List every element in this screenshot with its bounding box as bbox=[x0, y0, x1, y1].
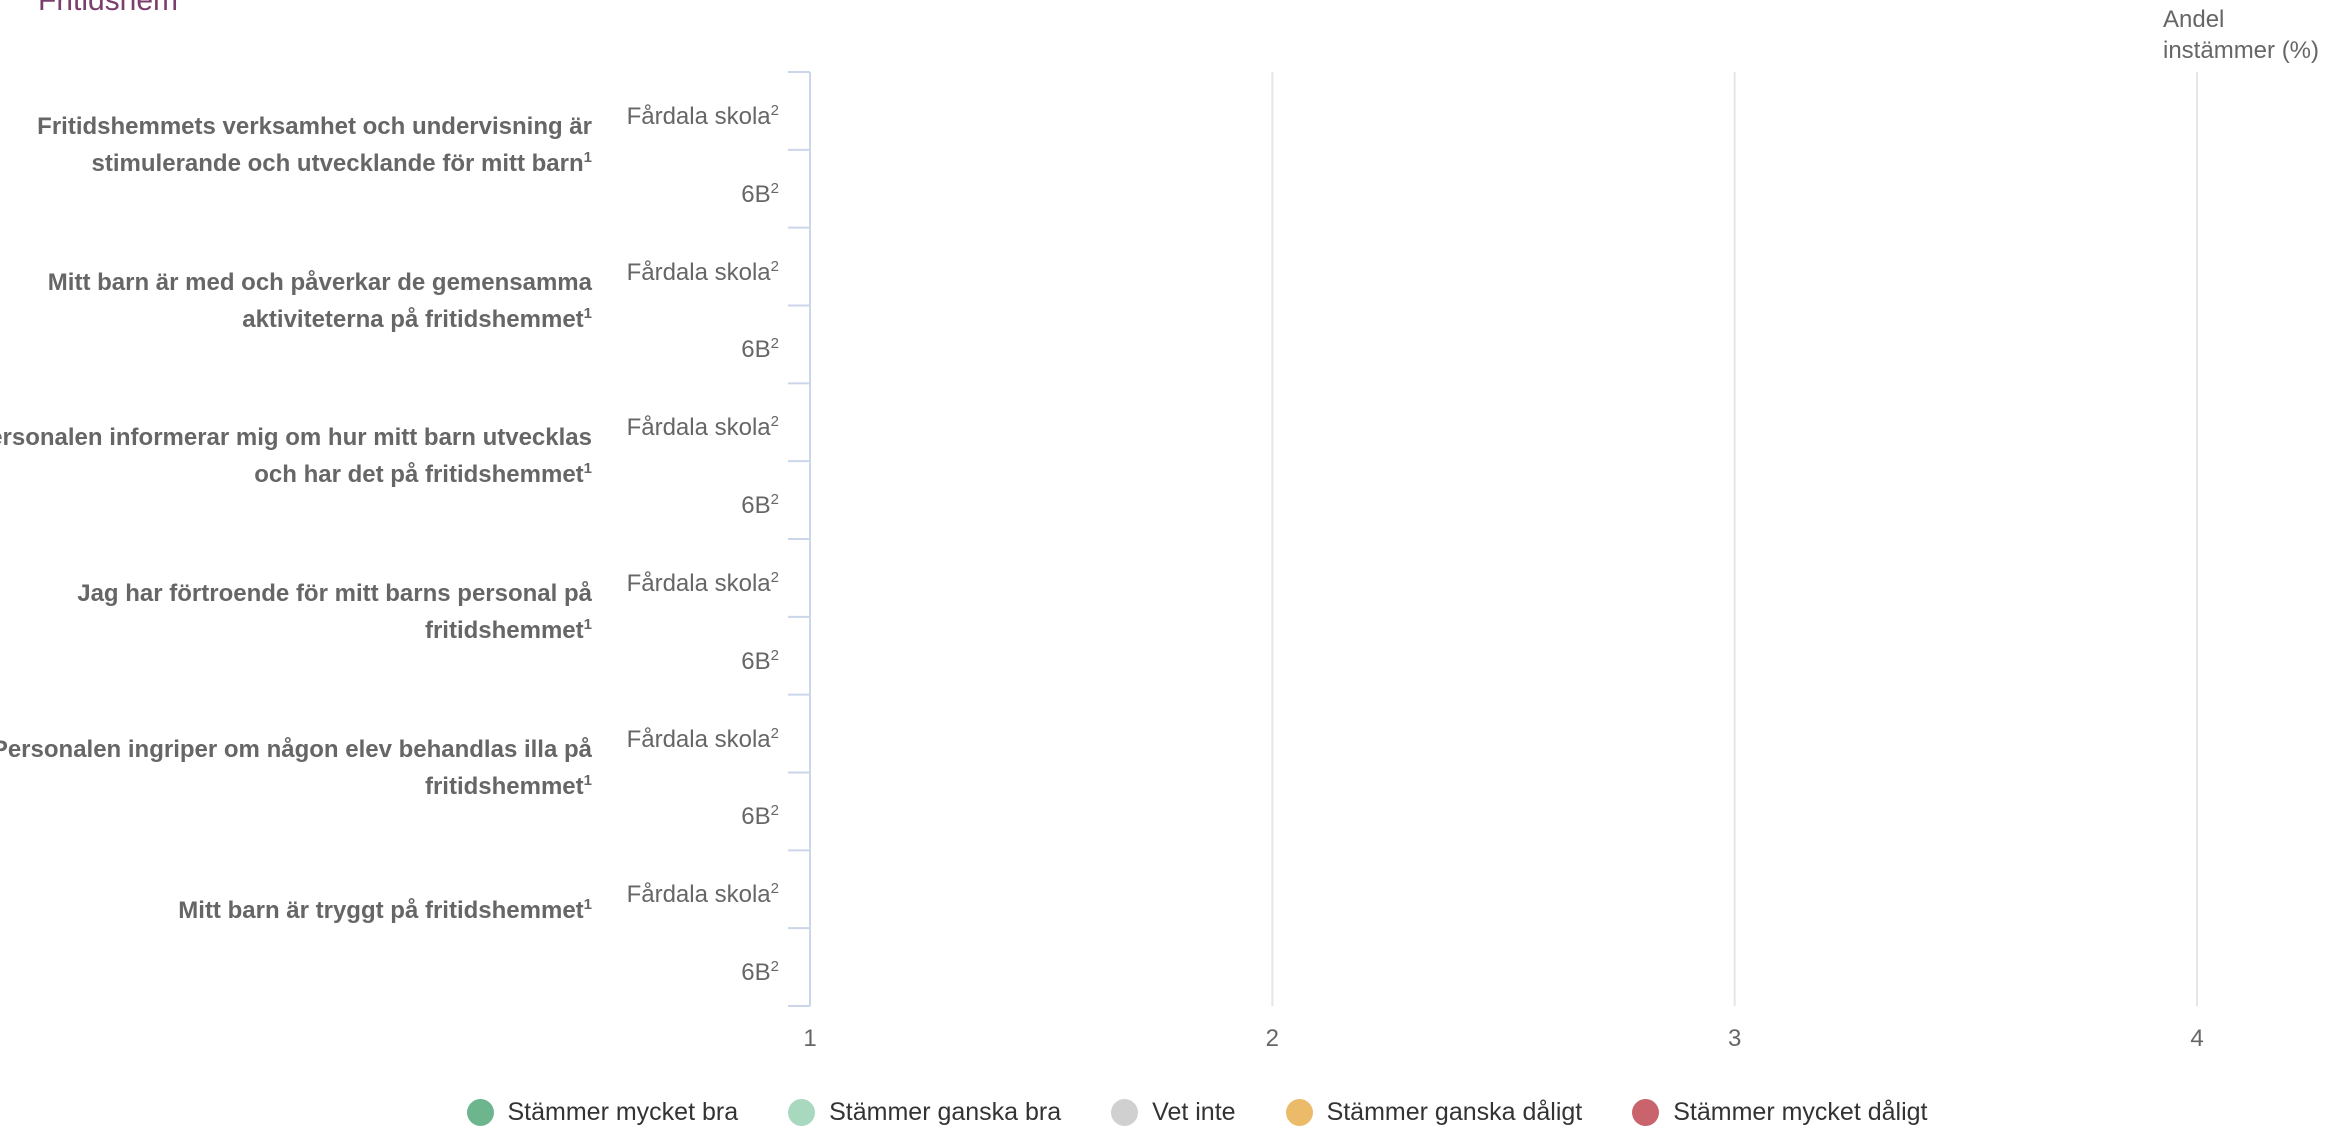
group-label: 6B2 bbox=[741, 486, 779, 520]
x-tick-label: 2 bbox=[1265, 1025, 1279, 1052]
legend-label: Stämmer mycket dåligt bbox=[1673, 1097, 1928, 1126]
group-label: 6B2 bbox=[741, 953, 779, 987]
question-text: Fritidshemmets verksamhet och undervisni… bbox=[37, 113, 592, 178]
question-label: Mitt barn är med och påverkar de gemensa… bbox=[0, 267, 592, 335]
group-name: Fårdala skola bbox=[626, 569, 771, 597]
legend-marker bbox=[1632, 1098, 1660, 1126]
legend-marker bbox=[1285, 1098, 1313, 1126]
question-footnote: 1 bbox=[583, 304, 592, 322]
group-name: 6B bbox=[741, 959, 771, 987]
group-label: Fårdala skola2 bbox=[627, 408, 779, 442]
group-footnote: 2 bbox=[770, 335, 779, 353]
x-tick-label: 3 bbox=[1727, 1025, 1742, 1052]
question-label: Fritidshemmets verksamhet och undervisni… bbox=[0, 111, 592, 179]
group-label: Fårdala skola2 bbox=[627, 564, 779, 598]
x-tick-label: 1 bbox=[803, 1025, 817, 1052]
legend-marker bbox=[1111, 1098, 1139, 1126]
group-name: 6B bbox=[741, 336, 771, 364]
question-footnote: 1 bbox=[583, 896, 592, 914]
question-text: Personalen informerar mig om hur mitt ba… bbox=[0, 424, 592, 489]
group-footnote: 2 bbox=[770, 101, 779, 119]
legend-item[interactable]: Vet inte bbox=[1111, 1097, 1236, 1127]
legend-label: Vet inte bbox=[1152, 1097, 1236, 1126]
legend-marker bbox=[788, 1098, 816, 1126]
grid-lines bbox=[1271, 72, 2198, 1006]
group-footnote: 2 bbox=[770, 724, 779, 742]
question-text: Personalen ingriper om någon elev behand… bbox=[0, 735, 592, 800]
legend-item[interactable]: Stämmer mycket dåligt bbox=[1632, 1097, 1928, 1127]
group-label: 6B2 bbox=[741, 175, 779, 209]
y-axis-title: Andel instämmer (%) bbox=[2163, 6, 2320, 64]
group-footnote: 2 bbox=[770, 568, 779, 586]
question-label: Mitt barn är tryggt på fritidshemmet1 bbox=[0, 889, 592, 926]
question-label: Personalen informerar mig om hur mitt ba… bbox=[0, 422, 592, 490]
group-name: Fårdala skola bbox=[626, 102, 771, 130]
group-name: 6B bbox=[741, 180, 771, 208]
group-label: Fårdala skola2 bbox=[627, 97, 779, 131]
question-label: Personalen ingriper om någon elev behand… bbox=[0, 734, 592, 802]
legend-item[interactable]: Stämmer ganska dåligt bbox=[1285, 1097, 1583, 1127]
group-footnote: 2 bbox=[770, 880, 779, 898]
legend-label: Stämmer ganska dåligt bbox=[1326, 1097, 1583, 1126]
chart-area bbox=[788, 71, 2198, 1007]
legend-label: Stämmer ganska bra bbox=[829, 1097, 1062, 1126]
question-footnote: 1 bbox=[583, 771, 592, 789]
x-tick-label: 4 bbox=[2190, 1025, 2204, 1052]
group-footnote: 2 bbox=[770, 491, 779, 509]
group-name: Fårdala skola bbox=[626, 414, 771, 442]
group-label: Fårdala skola2 bbox=[627, 720, 779, 754]
group-footnote: 2 bbox=[770, 413, 779, 431]
group-footnote: 2 bbox=[770, 802, 779, 820]
question-text: Mitt barn är tryggt på fritidshemmet bbox=[178, 897, 584, 925]
group-name: 6B bbox=[741, 647, 771, 675]
question-text: Mitt barn är med och påverkar de gemensa… bbox=[47, 268, 592, 333]
question-footnote: 1 bbox=[583, 149, 592, 167]
legend-item[interactable]: Stämmer ganska bra bbox=[788, 1098, 1061, 1127]
legend-item[interactable]: Stämmer mycket bra bbox=[466, 1097, 739, 1127]
group-footnote: 2 bbox=[770, 179, 779, 197]
group-name: Fårdala skola bbox=[626, 258, 771, 286]
question-label: Jag har förtroende för mitt barns person… bbox=[0, 578, 592, 646]
group-label: 6B2 bbox=[741, 642, 779, 676]
group-footnote: 2 bbox=[770, 257, 779, 275]
group-name: 6B bbox=[741, 492, 771, 520]
legend-label: Stämmer mycket bra bbox=[507, 1097, 739, 1126]
group-name: Fårdala skola bbox=[626, 881, 771, 909]
group-footnote: 2 bbox=[770, 958, 779, 976]
question-footnote: 1 bbox=[583, 460, 592, 478]
legend-marker bbox=[466, 1098, 494, 1126]
question-text: Jag har förtroende för mitt barns person… bbox=[77, 580, 592, 645]
page-title: Fritidshem bbox=[38, 0, 179, 17]
group-label: 6B2 bbox=[741, 330, 779, 364]
legend: Stämmer mycket bra Stämmer ganska bra Vet … bbox=[0, 1095, 2349, 1129]
group-label: 6B2 bbox=[741, 797, 779, 831]
category-axis bbox=[788, 71, 811, 1007]
group-label: Fårdala skola2 bbox=[627, 875, 779, 909]
group-footnote: 2 bbox=[770, 646, 779, 664]
group-name: 6B bbox=[741, 803, 771, 831]
group-label: Fårdala skola2 bbox=[627, 253, 779, 287]
question-footnote: 1 bbox=[583, 616, 592, 634]
group-name: Fårdala skola bbox=[626, 725, 771, 753]
